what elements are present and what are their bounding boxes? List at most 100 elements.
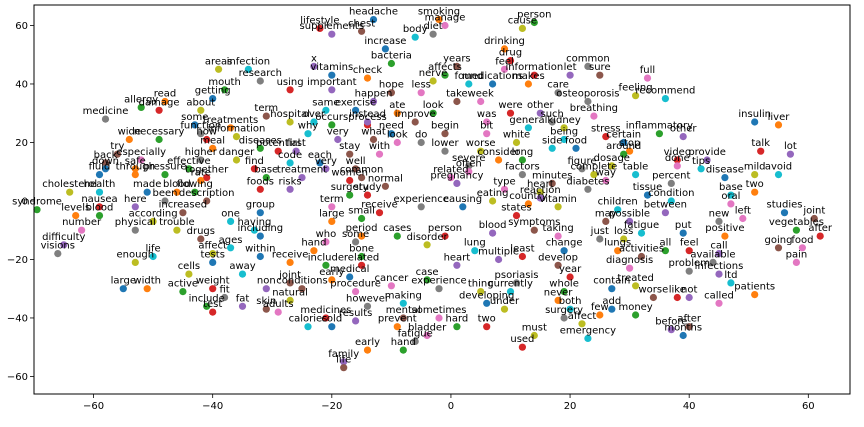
scatter-point — [727, 191, 735, 199]
scatter-point — [328, 86, 336, 94]
plot-background — [34, 5, 850, 394]
scatter-point — [358, 261, 366, 269]
point-label: some — [181, 112, 208, 123]
scatter-point — [786, 150, 795, 158]
point-label: around — [606, 141, 641, 152]
scatter-point — [78, 226, 86, 234]
point-label: oral — [721, 191, 740, 202]
scatter-point — [161, 97, 169, 106]
point-label: bacteria — [371, 51, 412, 62]
scatter-point — [328, 121, 336, 129]
scatter-point — [685, 323, 693, 331]
scatter-point — [441, 232, 449, 240]
scatter-point — [387, 89, 395, 97]
scatter-point — [346, 273, 354, 281]
point-label: affects — [428, 62, 462, 73]
point-label: family — [328, 349, 359, 360]
point-label: loss — [614, 226, 633, 237]
point-label: person — [517, 10, 551, 21]
scatter-point — [399, 299, 407, 307]
point-label: function — [180, 121, 221, 132]
point-label: damage — [139, 97, 180, 108]
scatter-point — [465, 168, 473, 176]
point-label: begin — [431, 121, 459, 132]
point-label: were — [498, 100, 522, 111]
point-label: lot — [784, 141, 797, 152]
scatter-point — [459, 203, 467, 211]
scatter-point — [500, 185, 509, 193]
point-label: fat — [236, 293, 250, 304]
point-label: blood — [479, 220, 507, 231]
point-label: eating — [477, 188, 509, 199]
scatter-point — [322, 165, 330, 173]
scatter-point — [387, 282, 395, 290]
scatter-point — [179, 209, 187, 217]
scatter-point — [727, 200, 735, 208]
scatter-point — [757, 147, 765, 155]
x-tick-label: 60 — [802, 401, 815, 412]
scatter-point — [209, 144, 217, 152]
scatter-point — [423, 276, 431, 284]
point-label: effective — [167, 156, 210, 167]
point-label: two — [478, 314, 496, 325]
scatter-point — [346, 191, 354, 199]
scatter-point — [95, 188, 104, 196]
scatter-point — [369, 97, 378, 106]
point-label: used — [510, 334, 534, 345]
scatter-point — [113, 150, 121, 158]
point-label: what — [361, 127, 386, 138]
point-label: cold — [321, 314, 342, 325]
scatter-point — [346, 176, 354, 185]
scatter-point — [274, 147, 282, 155]
scatter-point — [238, 302, 247, 310]
point-label: lower — [431, 138, 459, 149]
scatter-point — [477, 97, 485, 106]
point-label: diet — [423, 21, 442, 32]
scatter-point — [774, 244, 783, 252]
scatter-point — [554, 261, 562, 269]
scatter-point — [95, 171, 104, 179]
scatter-point — [578, 165, 586, 173]
point-label: such — [541, 109, 564, 120]
point-label: figure — [567, 156, 596, 167]
scatter-point — [375, 150, 384, 158]
scatter-point — [399, 314, 407, 322]
scatter-point — [489, 80, 497, 88]
scatter-point — [310, 118, 318, 126]
scatter-point — [369, 135, 378, 144]
point-label: occurs — [315, 112, 348, 123]
point-label: common — [340, 165, 384, 176]
scatter-point — [435, 285, 443, 293]
scatter-point — [506, 288, 515, 296]
scatter-point — [161, 197, 169, 205]
point-label: joint — [278, 270, 301, 281]
point-label: first — [286, 138, 306, 149]
scatter-point — [352, 288, 360, 296]
point-label: side — [542, 135, 563, 146]
point-label: study — [354, 182, 382, 193]
scatter-point — [602, 176, 610, 185]
scatter-point — [340, 358, 348, 366]
scatter-point — [655, 130, 664, 138]
point-label: called — [704, 290, 734, 301]
scatter-point — [101, 115, 110, 123]
scatter-point — [614, 247, 622, 255]
point-label: cancer — [375, 273, 410, 284]
scatter-point — [197, 156, 205, 164]
scatter-point — [602, 133, 610, 141]
point-label: let — [564, 62, 577, 73]
point-label: getting — [195, 86, 231, 97]
scatter-point — [197, 176, 205, 185]
point-label: causing — [443, 194, 482, 205]
scatter-point — [566, 273, 574, 281]
scatter-point — [250, 165, 258, 173]
word-labels: headache smoking person lifestylesupplement… — [12, 7, 833, 366]
point-label: need — [379, 121, 404, 132]
point-label: mild — [744, 162, 766, 173]
scatter-point — [453, 179, 461, 187]
point-label: early — [355, 337, 380, 348]
scatter-point — [608, 162, 616, 170]
point-label: like — [669, 285, 686, 296]
scatter-point — [262, 174, 270, 182]
scatter-point — [524, 124, 533, 132]
